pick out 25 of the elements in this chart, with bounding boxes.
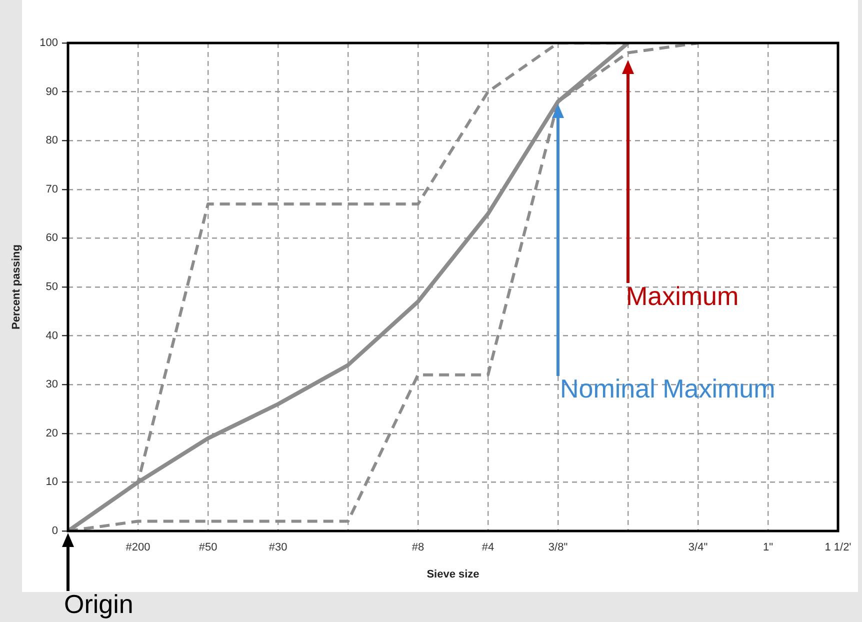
x-tick-label: 1 1/2'	[824, 542, 852, 554]
annotation: Maximum	[626, 280, 739, 311]
x-tick-label: #4	[482, 542, 494, 554]
x-tick-label: #8	[412, 542, 424, 554]
y-tick-label: 30	[46, 378, 58, 391]
y-tick-label: 60	[46, 232, 58, 244]
y-tick-label: 20	[46, 427, 58, 440]
y-tick-label: 90	[46, 86, 58, 98]
y-tick-label: 10	[46, 476, 58, 488]
y-tick-label: 0	[52, 525, 58, 538]
annotation: Nominal Maximum	[560, 374, 776, 404]
x-tick-label: 1"	[762, 542, 774, 554]
y-tick-label: 70	[46, 183, 58, 196]
y-tick-label: 100	[40, 37, 58, 50]
text: Origin	[64, 589, 134, 620]
x-axis-title: Sieve size	[426, 568, 480, 580]
y-tick-label: 50	[46, 281, 58, 294]
x-tick-label: 3/8"	[548, 542, 568, 554]
x-tick-label: #50	[198, 542, 218, 554]
y-axis-title: Percent passing	[10, 244, 23, 330]
y-tick-label: 40	[46, 330, 58, 342]
x-tick-label: 3/4"	[688, 542, 708, 554]
x-tick-label: #30	[268, 542, 288, 554]
y-tick-label: 80	[46, 134, 58, 147]
x-tick-label: #200	[126, 542, 150, 554]
